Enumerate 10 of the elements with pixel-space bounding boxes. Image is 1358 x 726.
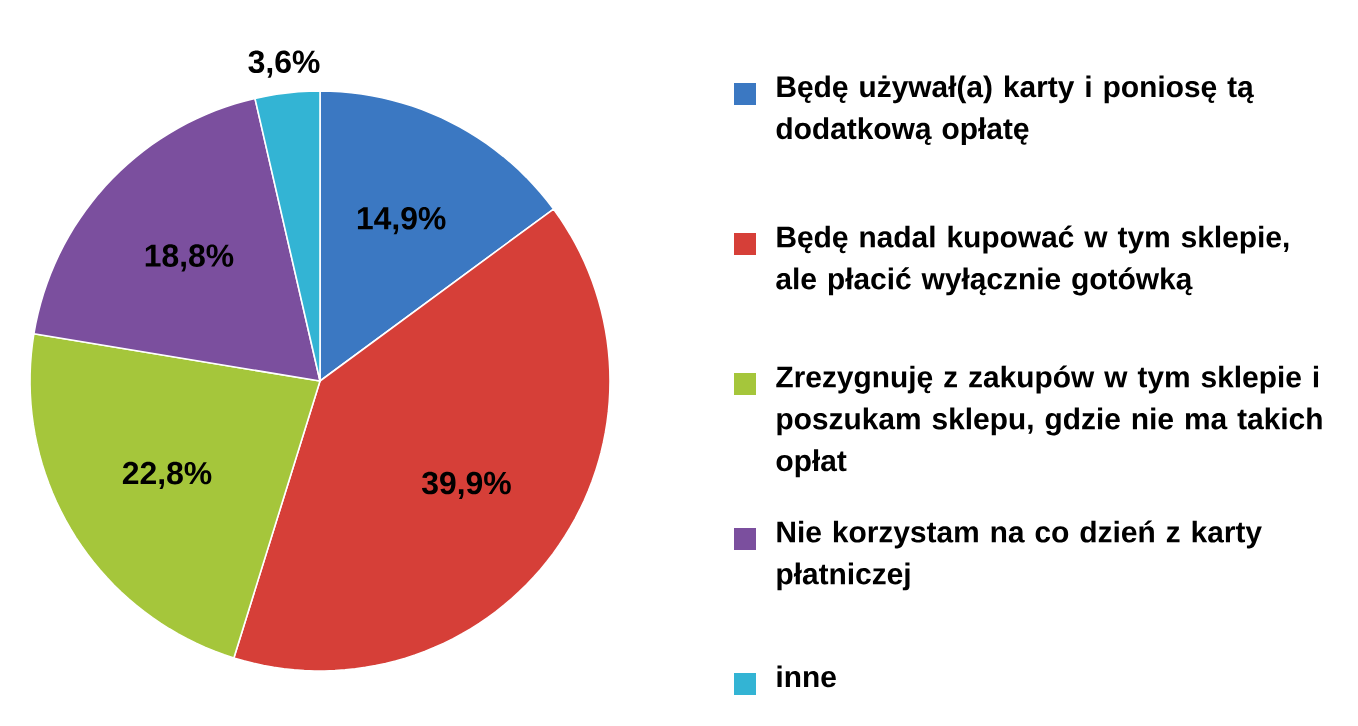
legend-label: Będę używał(a) karty i poniosę tą dodatkową opłatę xyxy=(776,75,1254,146)
legend-label: Nie korzystam na co dzień z karty płatniczej xyxy=(777,520,1262,591)
data-label: 3,6% xyxy=(248,50,320,78)
legend-label: Zrezygnuję z zakupów w tym sklepie i poszukam sklepu, gdzie nie ma takich opłat xyxy=(776,365,1322,478)
data-label: 39,9% xyxy=(421,471,511,499)
data-label: 18,8% xyxy=(145,244,234,272)
legend-label: Będę nadal kupować w tym sklepie, ale płacić wyłącznie gotówką xyxy=(776,225,1289,296)
data-label: 22,8% xyxy=(122,461,212,490)
data-label: 14,9% xyxy=(357,206,446,235)
legend-label: inne xyxy=(777,665,836,688)
